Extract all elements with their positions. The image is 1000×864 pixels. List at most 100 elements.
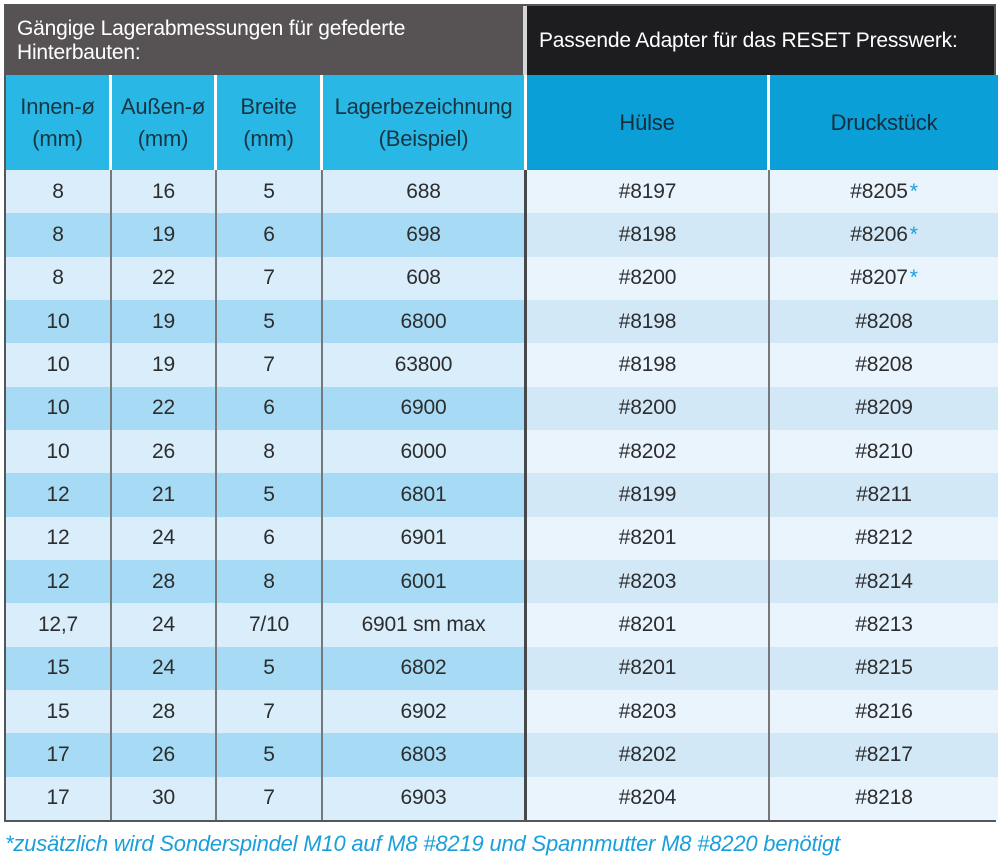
cell-innen-durchmesser: 17 — [6, 776, 112, 820]
footnote-asterisk: * — [909, 179, 918, 203]
table-row: 8 22 7 608 #8200 #8207 * — [6, 256, 998, 300]
table-row: 15 24 5 6802 #8201 #8215 — [6, 646, 998, 690]
cell-druckstueck: #8217 — [770, 733, 998, 777]
cell-breite: 5 — [217, 299, 323, 344]
cell-breite: 5 — [217, 473, 323, 517]
cell-breite: 5 — [217, 646, 323, 690]
footnote-asterisk: * — [909, 222, 918, 246]
cell-huelse: #8200 — [527, 256, 770, 300]
cell-breite: 5 — [217, 733, 323, 777]
col-header-druckstueck-label: Druckstück — [830, 109, 938, 135]
bearing-adapter-table: Gängige Lagerabmessungen für gefederte H… — [4, 4, 998, 822]
cell-lagerbezeichnung: 6803 — [323, 733, 527, 777]
cell-innen-durchmesser: 10 — [6, 386, 112, 430]
cell-breite: 7 — [217, 776, 323, 820]
cell-druckstueck: #8214 — [770, 559, 998, 604]
cell-huelse: #8201 — [527, 516, 770, 560]
col-header-innen-line1: Innen-ø — [20, 93, 95, 119]
col-header-aussen-line1: Außen-ø — [120, 93, 206, 119]
table-row: 10 26 8 6000 #8202 #8210 — [6, 429, 998, 474]
section-title-bar: Gängige Lagerabmessungen für gefederte H… — [6, 6, 994, 75]
table-row: 10 19 5 6800 #8198 #8208 — [6, 299, 998, 344]
cell-huelse: #8201 — [527, 603, 770, 647]
cell-druckstueck: #8210 — [770, 429, 998, 474]
table-row: 12 21 5 6801 #8199 #8211 — [6, 473, 998, 517]
cell-innen-durchmesser: 12,7 — [6, 603, 112, 647]
table-row: 12 28 8 6001 #8203 #8214 — [6, 559, 998, 604]
cell-druckstueck: #8215 — [770, 646, 998, 690]
cell-huelse: #8197 — [527, 170, 770, 214]
cell-innen-durchmesser: 15 — [6, 689, 112, 734]
cell-innen-durchmesser: 10 — [6, 299, 112, 344]
cell-huelse: #8198 — [527, 343, 770, 387]
cell-lagerbezeichnung: 6802 — [323, 646, 527, 690]
table-row: 15 28 7 6902 #8203 #8216 — [6, 689, 998, 734]
col-header-lagerbezeichnung-line2: (Beispiel) — [378, 125, 469, 151]
cell-innen-durchmesser: 8 — [6, 213, 112, 257]
cell-huelse: #8202 — [527, 429, 770, 474]
cell-huelse: #8203 — [527, 559, 770, 604]
cell-aussen-durchmesser: 19 — [112, 343, 217, 387]
cell-lagerbezeichnung: 608 — [323, 256, 527, 300]
col-header-huelse-label: Hülse — [619, 109, 675, 135]
section-title-divider — [523, 6, 527, 75]
cell-innen-durchmesser: 10 — [6, 429, 112, 474]
cell-aussen-durchmesser: 24 — [112, 516, 217, 560]
cell-aussen-durchmesser: 26 — [112, 733, 217, 777]
cell-huelse: #8198 — [527, 213, 770, 257]
cell-innen-durchmesser: 12 — [6, 516, 112, 560]
cell-aussen-durchmesser: 22 — [112, 256, 217, 300]
cell-aussen-durchmesser: 24 — [112, 646, 217, 690]
cell-innen-durchmesser: 12 — [6, 473, 112, 517]
cell-druckstueck: #8211 — [770, 473, 998, 517]
cell-breite: 6 — [217, 386, 323, 430]
footnote: *zusätzlich wird Sonderspindel M10 auf M… — [5, 830, 841, 856]
cell-huelse: #8204 — [527, 776, 770, 820]
cell-innen-durchmesser: 12 — [6, 559, 112, 604]
cell-druckstueck: #8207 * — [770, 256, 998, 300]
table-row: 17 30 7 6903 #8204 #8218 — [6, 776, 998, 820]
cell-breite: 5 — [217, 170, 323, 214]
cell-druckstueck: #8218 — [770, 776, 998, 820]
cell-huelse: #8201 — [527, 646, 770, 690]
table-row: 8 16 5 688 #8197 #8205 * — [6, 170, 998, 214]
cell-breite: 7/10 — [217, 603, 323, 647]
cell-druckstueck: #8208 — [770, 343, 998, 387]
cell-aussen-durchmesser: 16 — [112, 170, 217, 214]
section-title-bearings: Gängige Lagerabmessungen für gefederte H… — [6, 6, 523, 75]
cell-lagerbezeichnung: 6902 — [323, 689, 527, 734]
col-header-huelse: Hülse — [527, 75, 770, 170]
cell-aussen-durchmesser: 28 — [112, 559, 217, 604]
col-header-aussen: Außen-ø (mm) — [112, 75, 217, 170]
cell-druckstueck: #8208 — [770, 299, 998, 344]
cell-aussen-durchmesser: 21 — [112, 473, 217, 517]
cell-breite: 8 — [217, 429, 323, 474]
table-row: 10 19 7 63800 #8198 #8208 — [6, 343, 998, 387]
cell-huelse: #8200 — [527, 386, 770, 430]
table-row: 12,7 24 7/10 6901 sm max #8201 #8213 — [6, 603, 998, 647]
cell-breite: 7 — [217, 689, 323, 734]
col-header-druckstueck: Druckstück — [770, 75, 998, 170]
table-row: 8 19 6 698 #8198 #8206 * — [6, 213, 998, 257]
cell-lagerbezeichnung: 698 — [323, 213, 527, 257]
cell-aussen-durchmesser: 26 — [112, 429, 217, 474]
cell-druckstueck: #8205 * — [770, 170, 998, 214]
cell-lagerbezeichnung: 6900 — [323, 386, 527, 430]
cell-druckstueck: #8206 * — [770, 213, 998, 257]
col-header-aussen-line2: (mm) — [137, 125, 189, 151]
cell-lagerbezeichnung: 6901 sm max — [323, 603, 527, 647]
cell-aussen-durchmesser: 19 — [112, 299, 217, 344]
cell-innen-durchmesser: 8 — [6, 170, 112, 214]
cell-druckstueck: #8213 — [770, 603, 998, 647]
cell-aussen-durchmesser: 22 — [112, 386, 217, 430]
cell-innen-durchmesser: 17 — [6, 733, 112, 777]
section-title-adapters: Passende Adapter für das RESET Presswerk… — [527, 6, 994, 75]
cell-huelse: #8198 — [527, 299, 770, 344]
cell-breite: 7 — [217, 343, 323, 387]
cell-breite: 8 — [217, 559, 323, 604]
cell-lagerbezeichnung: 688 — [323, 170, 527, 214]
cell-aussen-durchmesser: 30 — [112, 776, 217, 820]
cell-huelse: #8203 — [527, 689, 770, 734]
column-header-row: Innen-ø (mm) Außen-ø (mm) Breite (mm) La… — [6, 75, 998, 170]
cell-lagerbezeichnung: 6000 — [323, 429, 527, 474]
